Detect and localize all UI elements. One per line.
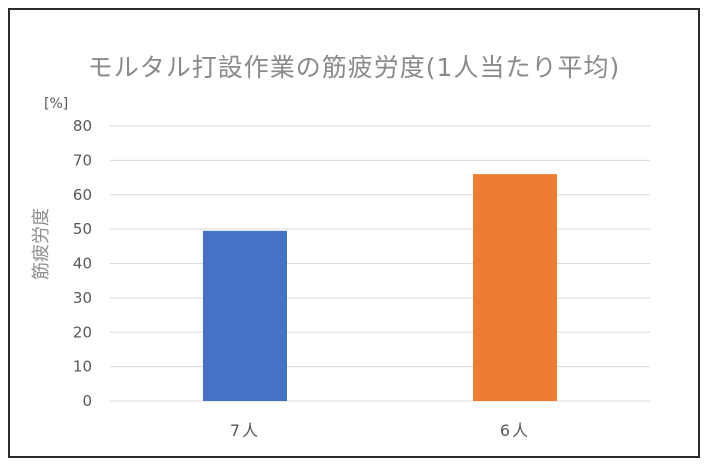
gridlines: [110, 125, 650, 402]
y-tick-label: 60: [73, 186, 92, 204]
y-tick-label: 30: [73, 289, 92, 307]
bar-2: [473, 174, 557, 401]
bar-1: [203, 230, 287, 401]
x-category-label: 6人: [500, 421, 530, 440]
y-tick-label: 0: [82, 392, 92, 410]
y-tick-label: 10: [73, 358, 92, 376]
y-tick-label: 70: [73, 151, 92, 169]
bars: [203, 174, 557, 401]
y-axis-label: 筋疲労度: [31, 208, 52, 280]
x-category-label: 7人: [230, 421, 260, 440]
x-axis-categories: 7人 6人: [230, 421, 530, 440]
chart-frame: モルタル打設作業の筋疲労度(1人当たり平均) 0 10 20 30 40 50 60 70 80…: [8, 8, 700, 458]
bar-chart: 0 10 20 30 40 50 60 70 80 7人 6人 [%] 筋疲労度: [31, 96, 650, 440]
y-tick-label: 20: [73, 323, 92, 341]
y-tick-label: 50: [73, 220, 92, 238]
y-axis-unit: [%]: [44, 96, 68, 112]
chart-title: モルタル打設作業の筋疲労度(1人当たり平均): [87, 53, 621, 82]
y-tick-label: 80: [73, 117, 92, 135]
y-axis-ticks: 0 10 20 30 40 50 60 70 80: [73, 117, 92, 410]
y-tick-label: 40: [73, 255, 92, 273]
